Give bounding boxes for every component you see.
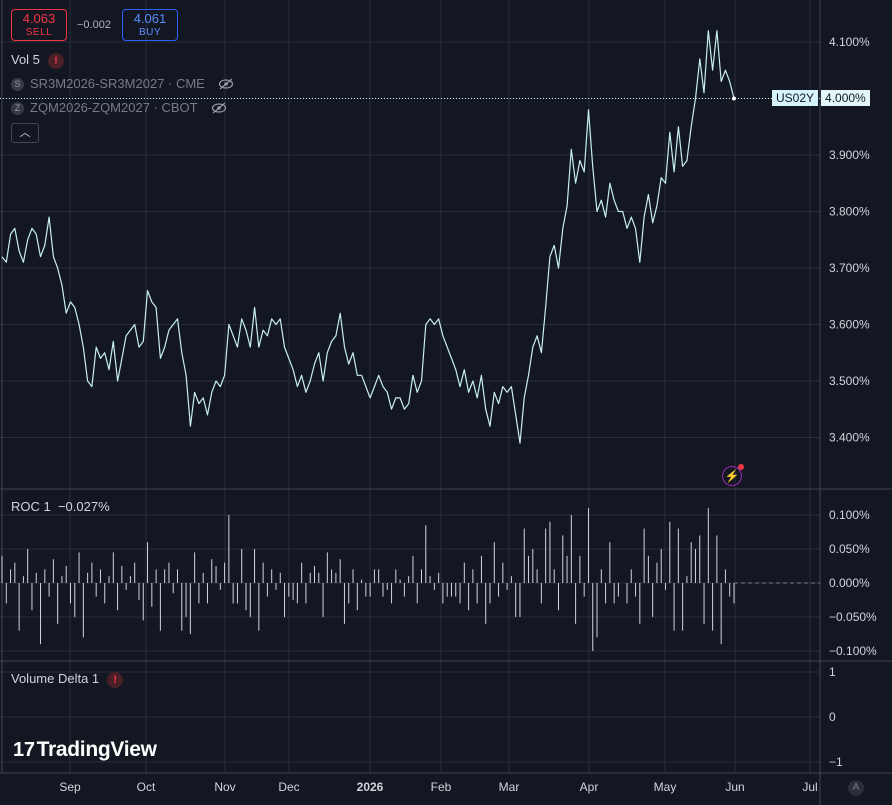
hidden-eye-icon[interactable] xyxy=(218,78,234,90)
price-tick-label: 3.400% xyxy=(829,431,870,445)
collapse-legend-button[interactable]: ︿ xyxy=(11,123,39,143)
time-axis-label: Jul xyxy=(802,780,817,794)
time-axis-label: May xyxy=(654,780,677,794)
price-tag: US02Y 4.000% xyxy=(772,90,870,107)
price-tick-label: 3.700% xyxy=(829,261,870,275)
price-tag-symbol: US02Y xyxy=(772,90,819,106)
legend-series-2[interactable]: Z ZQM2026-ZQM2027 · CBOT xyxy=(11,100,227,115)
time-axis-label: Sep xyxy=(59,780,81,794)
volume-delta-tick-label: 1 xyxy=(829,665,836,679)
hidden-eye-icon[interactable] xyxy=(211,102,227,114)
legend-series-1[interactable]: S SR3M2026-SR3M2027 · CME xyxy=(11,76,234,91)
chevron-up-icon: ︿ xyxy=(19,127,31,139)
price-tag-value: 4.000% xyxy=(821,90,870,106)
logo-text: TradingView xyxy=(36,738,157,761)
volume-delta-legend[interactable]: Volume Delta 1! xyxy=(11,671,124,688)
price-tick-label: 3.900% xyxy=(829,148,870,162)
series-name: SR3M2026-SR3M2027 · CME xyxy=(30,76,205,91)
time-axis-label: Apr xyxy=(580,780,599,794)
time-axis-label: Mar xyxy=(499,780,520,794)
time-axis-label: Dec xyxy=(278,780,299,794)
last-price-dot xyxy=(732,96,736,101)
roc-tick-label: 0.100% xyxy=(829,508,870,522)
roc-legend[interactable]: ROC 1 −0.027% xyxy=(11,499,110,514)
price-tick-label: 3.800% xyxy=(829,205,870,219)
auto-scale-button[interactable]: A xyxy=(848,780,864,796)
roc-tick-label: 0.000% xyxy=(829,576,870,590)
price-line xyxy=(1,30,735,444)
time-axis-label: Jun xyxy=(725,780,744,794)
time-axis-label: Feb xyxy=(431,780,452,794)
sell-button[interactable]: 4.063 SELL xyxy=(11,9,67,41)
roc-value: −0.027% xyxy=(57,499,110,514)
volume-delta-tick-label: 0 xyxy=(829,710,836,724)
vol-label: Vol 5 xyxy=(11,52,40,67)
volume-delta-tick-label: −1 xyxy=(829,755,843,769)
time-axis-label: Oct xyxy=(137,780,156,794)
sell-label: SELL xyxy=(25,27,53,38)
series-badge: S xyxy=(11,78,24,91)
logo-mark: 17 xyxy=(13,739,35,761)
warning-icon[interactable]: ! xyxy=(107,672,124,688)
volume-delta-label: Volume Delta 1 xyxy=(11,671,100,686)
buy-button[interactable]: 4.061 BUY xyxy=(122,9,178,41)
series-name: ZQM2026-ZQM2027 · CBOT xyxy=(30,100,198,115)
time-axis-label: 2026 xyxy=(357,780,384,794)
sell-price: 4.063 xyxy=(22,11,56,26)
tradingview-logo: 17TradingView xyxy=(13,738,157,762)
warning-icon[interactable]: ! xyxy=(47,53,64,69)
buy-label: BUY xyxy=(138,27,162,38)
price-tick-label: 3.500% xyxy=(829,374,870,388)
time-axis-label: Nov xyxy=(214,780,235,794)
spread-value: −0.002 xyxy=(77,19,111,31)
price-tick-label: 3.600% xyxy=(829,318,870,332)
roc-label: ROC 1 xyxy=(11,499,51,514)
price-tick-label: 4.100% xyxy=(829,35,870,49)
vol-legend[interactable]: Vol 5! xyxy=(11,52,64,69)
buy-price: 4.061 xyxy=(133,11,167,26)
roc-tick-label: −0.100% xyxy=(829,644,877,658)
roc-tick-label: −0.050% xyxy=(829,610,877,624)
lightning-icon[interactable]: ⚡ xyxy=(722,464,744,486)
roc-tick-label: 0.050% xyxy=(829,542,870,556)
series-badge: Z xyxy=(11,102,24,115)
